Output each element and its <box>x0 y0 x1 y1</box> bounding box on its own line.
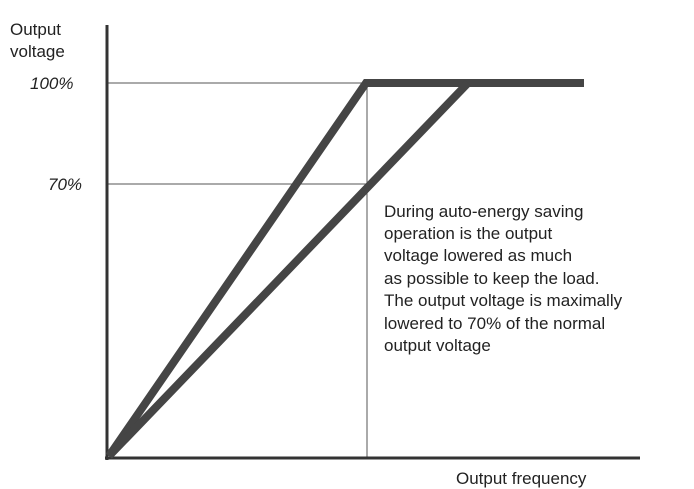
energy-saving-curve <box>106 80 471 459</box>
y-axis-label: voltage <box>10 42 65 61</box>
x-axis-label: Output frequency <box>456 469 587 488</box>
note-line: voltage lowered as much <box>384 246 572 265</box>
note-line: The output voltage is maximally <box>384 291 623 310</box>
level-label: 70% <box>48 175 82 194</box>
note-line: output voltage <box>384 336 491 355</box>
level-label: 100% <box>30 74 73 93</box>
note-line: lowered to 70% of the normal <box>384 314 605 333</box>
normal-curve <box>105 79 584 459</box>
note-line: During auto-energy saving <box>384 202 583 221</box>
note-line: as possible to keep the load. <box>384 269 599 288</box>
note-line: operation is the output <box>384 224 553 243</box>
y-axis-label: Output <box>10 20 61 39</box>
